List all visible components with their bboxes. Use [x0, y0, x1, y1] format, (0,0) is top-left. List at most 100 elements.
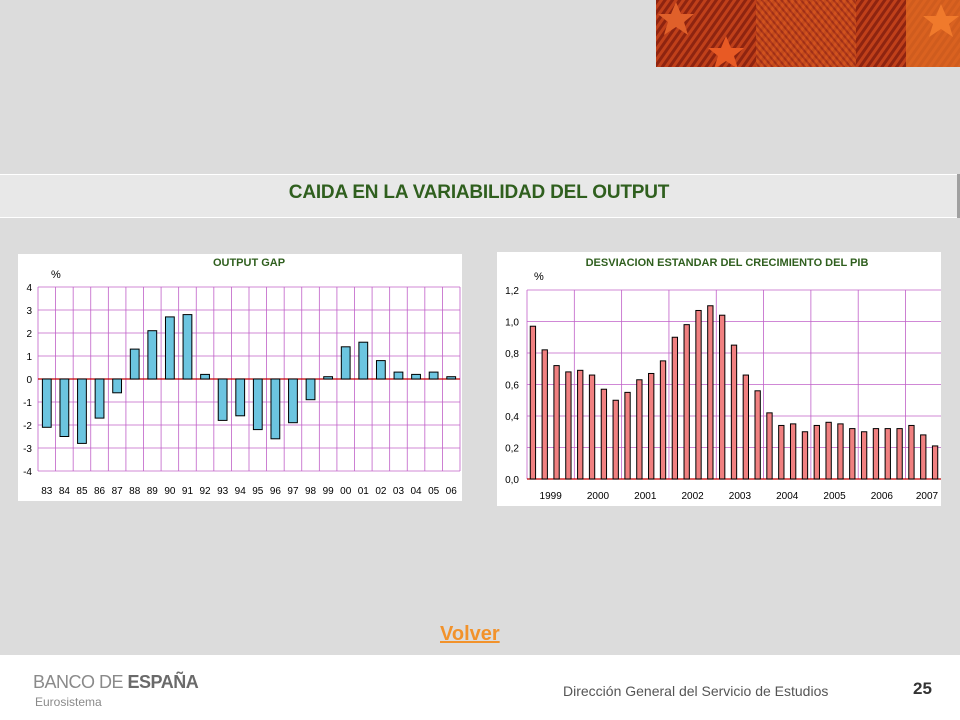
pib-std-dev-bar	[577, 369, 584, 480]
y-tick-label: 0,2	[505, 444, 519, 455]
x-tick-label: 98	[305, 486, 317, 497]
pib-std-dev-bar	[920, 434, 927, 480]
pib-std-dev-bar	[588, 374, 596, 480]
x-tick-label: 94	[235, 486, 247, 497]
pib-std-dev-bar	[789, 423, 797, 480]
pib-std-dev-bar	[541, 349, 548, 480]
x-year-label: 2004	[776, 491, 799, 502]
x-tick-label: 93	[217, 486, 229, 497]
x-tick-label: 97	[287, 486, 299, 497]
x-tick-label: 83	[41, 486, 53, 497]
pib-std-dev-bar	[837, 423, 844, 480]
pib-std-dev-bar	[565, 371, 572, 480]
logo-bold: ESPAÑA	[127, 672, 199, 692]
pib-std-dev-bar	[766, 412, 773, 480]
output-gap-bar	[164, 316, 175, 380]
output-gap-bar	[428, 371, 439, 380]
y-axis-unit: %	[534, 271, 544, 283]
output-gap-bar	[393, 371, 404, 380]
x-tick-label: 86	[94, 486, 106, 497]
pib-std-dev-bar	[659, 360, 667, 480]
pib-std-dev-bar	[908, 424, 915, 480]
output-gap-bar	[446, 376, 457, 380]
x-year-label: 2000	[587, 491, 610, 502]
x-tick-label: 03	[393, 486, 405, 497]
slide-title: CAIDA EN LA VARIABILIDAD DEL OUTPUT	[288, 182, 670, 203]
header-star-banner	[656, 0, 960, 67]
output-gap-bar	[375, 360, 386, 380]
x-tick-label: 96	[270, 486, 282, 497]
y-tick-label: 4	[26, 283, 32, 294]
title-bar-edge	[957, 174, 960, 218]
x-tick-label: 91	[182, 486, 194, 497]
y-tick-label: 2	[26, 329, 32, 340]
output-gap-bar	[182, 314, 193, 380]
y-axis-unit: %	[51, 269, 61, 281]
x-tick-label: 01	[358, 486, 370, 497]
output-gap-bar	[270, 378, 281, 440]
x-tick-label: 05	[428, 486, 440, 497]
x-tick-label: 04	[410, 486, 422, 497]
pib-std-dev-bar	[931, 445, 939, 480]
x-tick-label: 87	[112, 486, 124, 497]
output-gap-bar	[147, 330, 158, 380]
output-gap-bar	[288, 378, 298, 424]
x-year-label: 2006	[871, 491, 894, 502]
logo-subtitle: Eurosistema	[35, 695, 102, 709]
output-gap-bar	[59, 378, 70, 437]
page-number: 25	[913, 679, 932, 698]
output-gap-bar	[358, 341, 369, 380]
x-tick-label: 90	[164, 486, 176, 497]
pib-std-dev-bar	[671, 336, 679, 480]
x-year-label: 2003	[729, 491, 752, 502]
x-tick-label: 99	[323, 486, 335, 497]
x-tick-label: 84	[59, 486, 71, 497]
output-gap-chart: OUTPUT GAP% -4 -3 -2 -1 0 1 2 3 4 83 84 85 86 87 88 89 90…	[18, 254, 462, 501]
pib-std-dev-bar	[849, 428, 856, 480]
pib-std-dev-bar	[624, 391, 631, 480]
volver-link[interactable]: Volver	[440, 623, 500, 645]
pib-std-dev-bar	[553, 365, 560, 480]
x-tick-label: 85	[76, 486, 88, 497]
y-tick-label: 0,4	[505, 412, 519, 423]
output-gap-bar	[112, 378, 123, 394]
pib-std-dev-bar	[778, 424, 785, 480]
y-tick-label: 1,0	[505, 318, 519, 329]
x-year-label: 2005	[823, 491, 846, 502]
pib-std-dev-bar	[719, 314, 726, 480]
output-gap-bar	[411, 373, 421, 380]
output-gap-bar	[323, 376, 334, 380]
y-tick-label: 3	[26, 306, 32, 317]
pib-std-dev-bar	[683, 324, 690, 480]
x-year-label: 2001	[634, 491, 657, 502]
pib-std-dev-bar	[754, 390, 761, 480]
pib-std-dev-bar	[825, 421, 832, 480]
output-gap-bar	[94, 378, 105, 419]
x-tick-label: 92	[199, 486, 211, 497]
output-gap-bar	[235, 378, 246, 417]
chart-title: OUTPUT GAP	[213, 257, 285, 269]
pib-std-dev-bar	[636, 379, 643, 480]
pib-std-dev-bar	[730, 344, 738, 480]
y-tick-label: -2	[23, 421, 32, 432]
y-tick-label: 0,6	[505, 381, 519, 392]
x-tick-label: 89	[147, 486, 159, 497]
y-tick-label: -1	[23, 398, 32, 409]
y-tick-label: -3	[23, 444, 32, 455]
chart-title: DESVIACION ESTANDAR DEL CRECIMIENTO DEL …	[586, 257, 869, 269]
x-year-label: 2007	[916, 491, 939, 502]
pib-std-dev-bar	[529, 325, 537, 480]
pib-std-dev-bar	[612, 399, 619, 480]
pib-std-dev-bar	[896, 428, 903, 480]
output-gap-bar	[252, 378, 263, 431]
x-tick-label: 06	[446, 486, 458, 497]
x-tick-label: 00	[340, 486, 352, 497]
output-gap-bar	[129, 348, 140, 380]
y-tick-label: 1,2	[505, 286, 519, 297]
pib-std-dev-bar	[801, 431, 809, 480]
footer	[0, 655, 960, 720]
output-gap-bar	[305, 378, 316, 401]
pib-std-dev-chart: DESVIACION ESTANDAR DEL CRECIMIENTO DEL …	[497, 252, 941, 506]
pib-std-dev-bar	[813, 424, 820, 480]
